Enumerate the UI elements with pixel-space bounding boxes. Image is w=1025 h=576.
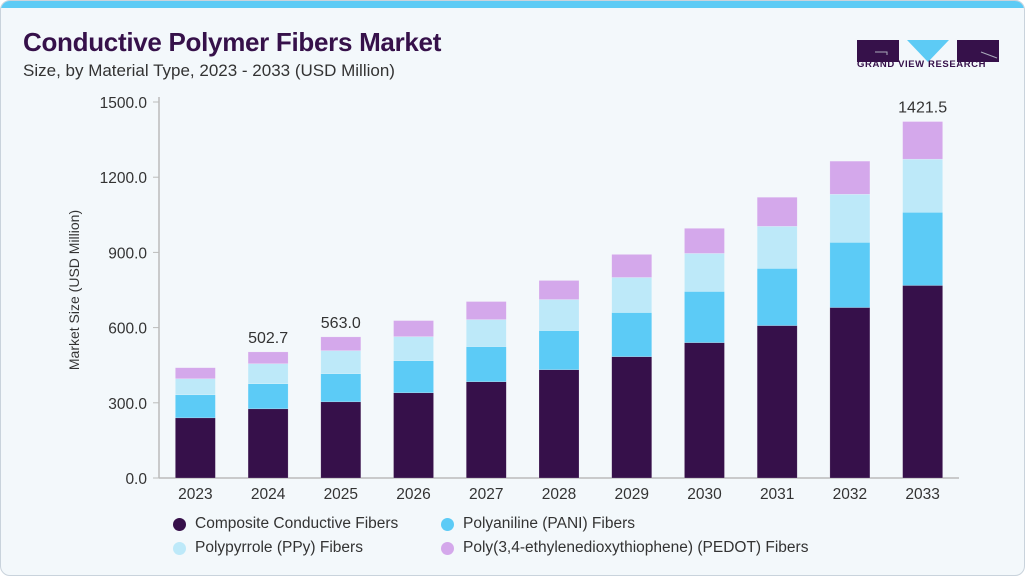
legend-label: Poly(3,4-ethylenedioxythiophene) (PEDOT)… <box>463 539 809 556</box>
bar-segment-2032-s3 <box>829 160 871 195</box>
bar-segment-2028-s0 <box>538 369 580 479</box>
bar-segment-2032-s0 <box>829 307 871 479</box>
bar-segment-2028-s3 <box>538 280 580 300</box>
bar-segment-2031-s3 <box>756 197 798 227</box>
data-label: 1421.5 <box>898 100 947 117</box>
x-tick-label: 2024 <box>251 486 286 503</box>
bar-segment-2031-s2 <box>756 226 798 269</box>
bar-segment-2029-s2 <box>611 277 652 313</box>
bar-segment-2024-s0 <box>247 408 289 479</box>
legend-item: Polyaniline (PANI) Fibers <box>441 515 635 533</box>
legend-item: Poly(3,4-ethylenedioxythiophene) (PEDOT)… <box>441 539 808 557</box>
bar-segment-2026-s3 <box>393 320 434 337</box>
legend-label: Composite Conductive Fibers <box>195 515 399 532</box>
bar-segment-2023-s1 <box>175 394 216 419</box>
bar-segment-2027-s2 <box>466 319 507 347</box>
bar-segment-2025-s0 <box>320 401 362 479</box>
bar-segment-2027-s0 <box>466 381 507 479</box>
x-tick-label: 2032 <box>833 486 867 503</box>
bar-segment-2024-s2 <box>247 363 289 384</box>
bar-segment-2033-s0 <box>902 285 943 479</box>
x-tick-label: 2027 <box>469 486 503 503</box>
bar-segment-2033-s2 <box>902 158 943 213</box>
grand-view-research-logo <box>857 40 999 62</box>
x-tick-label: 2028 <box>542 486 576 503</box>
bar-segment-2033-s1 <box>902 212 943 286</box>
x-tick-label: 2023 <box>178 486 212 503</box>
legend-swatch <box>441 541 454 555</box>
bar-segment-2023-s2 <box>175 378 216 396</box>
bar-segment-2025-s2 <box>320 350 362 374</box>
bar-segment-2033-s3 <box>902 121 943 160</box>
bar-segment-2029-s3 <box>611 254 652 278</box>
x-tick-label: 2033 <box>905 486 939 503</box>
bar-segment-2030-s2 <box>684 253 725 292</box>
x-tick-label: 2026 <box>396 486 430 503</box>
bar-segment-2030-s3 <box>684 228 725 254</box>
bar-segment-2032-s1 <box>829 242 871 308</box>
bar-segment-2031-s0 <box>756 325 798 479</box>
bar-segment-2029-s1 <box>611 312 652 357</box>
data-label: 502.7 <box>248 330 288 347</box>
bar-segment-2024-s1 <box>247 383 289 410</box>
y-tick-label: 900.0 <box>108 245 147 262</box>
bar-segment-2028-s2 <box>538 299 580 331</box>
bar-segment-2027-s3 <box>466 301 507 320</box>
x-tick-label: 2031 <box>760 486 794 503</box>
bar-segment-2024-s3 <box>247 351 289 364</box>
bar-segment-2026-s2 <box>393 336 434 361</box>
y-tick-label: 0.0 <box>125 471 147 488</box>
bar-segment-2025-s3 <box>320 336 362 351</box>
bar-segment-2023-s3 <box>175 367 216 379</box>
accent-bar <box>1 1 1024 8</box>
bar-segment-2032-s2 <box>829 193 871 243</box>
legend-label: Polypyrrole (PPy) Fibers <box>195 539 363 556</box>
legend-swatch <box>173 541 186 555</box>
x-tick-label: 2030 <box>687 486 722 503</box>
legend-label: Polyaniline (PANI) Fibers <box>463 515 635 532</box>
bar-segment-2030-s0 <box>684 342 725 479</box>
data-label: 563.0 <box>321 315 361 332</box>
bar-segment-2025-s1 <box>320 373 362 403</box>
y-axis-label: Market Size (USD Million) <box>66 210 82 370</box>
legend-item: Composite Conductive Fibers <box>173 515 398 533</box>
x-tick-label: 2029 <box>614 486 648 503</box>
x-tick-label: 2025 <box>324 486 358 503</box>
logo-text: GRAND VIEW RESEARCH <box>857 59 987 70</box>
y-tick-label: 300.0 <box>108 396 147 413</box>
bar-segment-2031-s1 <box>756 268 798 326</box>
bar-segment-2027-s1 <box>466 346 507 382</box>
bar-segment-2026-s1 <box>393 360 434 394</box>
y-tick-label: 1200.0 <box>100 170 148 187</box>
bar-segment-2030-s1 <box>684 291 725 343</box>
bar-segment-2029-s0 <box>611 356 652 479</box>
legend-swatch <box>441 517 454 531</box>
bar-segment-2026-s0 <box>393 392 434 479</box>
y-tick-label: 600.0 <box>108 321 147 338</box>
y-tick-label: 1500.0 <box>100 95 148 112</box>
chart-subtitle: Size, by Material Type, 2023 - 2033 (USD… <box>23 61 395 80</box>
legend-swatch <box>173 517 186 531</box>
bar-segment-2023-s0 <box>175 417 216 479</box>
chart-title: Conductive Polymer Fibers Market <box>23 27 442 57</box>
legend-item: Polypyrrole (PPy) Fibers <box>173 539 363 557</box>
bar-segment-2028-s1 <box>538 330 580 370</box>
